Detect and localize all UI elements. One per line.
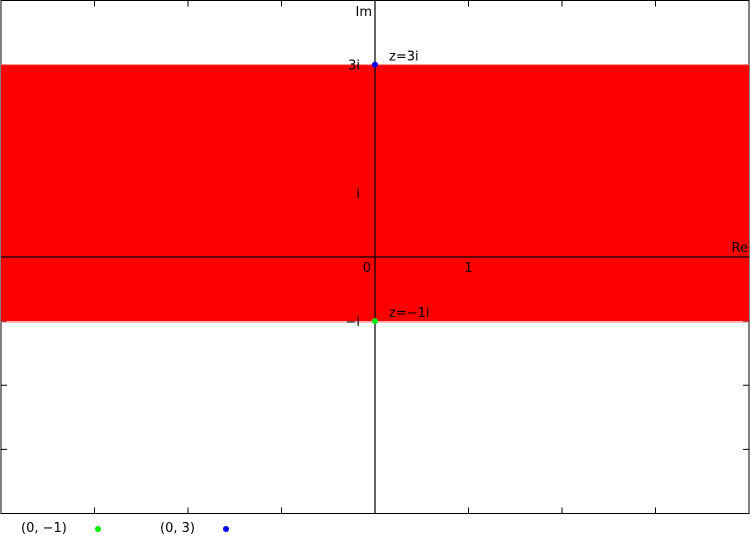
x-axis-label: Re bbox=[732, 241, 748, 256]
y-tick-label: i bbox=[356, 187, 360, 202]
legend-marker bbox=[94, 525, 101, 532]
legend-item: (0, 3) bbox=[160, 521, 229, 536]
y-axis-label: Im bbox=[356, 5, 373, 20]
y-tick-label: 3i bbox=[348, 59, 360, 74]
legend-label: (0, 3) bbox=[160, 521, 195, 536]
chart-plot: Re Im 0 1 3i i −i z=−1i z=3i bbox=[0, 0, 750, 514]
point-annotation: z=−1i bbox=[389, 306, 430, 321]
data-point bbox=[372, 61, 378, 68]
legend-item: (0, −1) bbox=[21, 521, 101, 536]
origin-tick-label: 0 bbox=[363, 261, 371, 276]
legend-label: (0, −1) bbox=[21, 521, 67, 536]
x-tick-label: 1 bbox=[464, 261, 472, 276]
legend: (0, −1) (0, 3) bbox=[0, 521, 751, 539]
y-tick-label: −i bbox=[345, 315, 360, 330]
data-point bbox=[372, 318, 378, 325]
legend-marker bbox=[222, 525, 229, 532]
point-annotation: z=3i bbox=[389, 50, 419, 65]
